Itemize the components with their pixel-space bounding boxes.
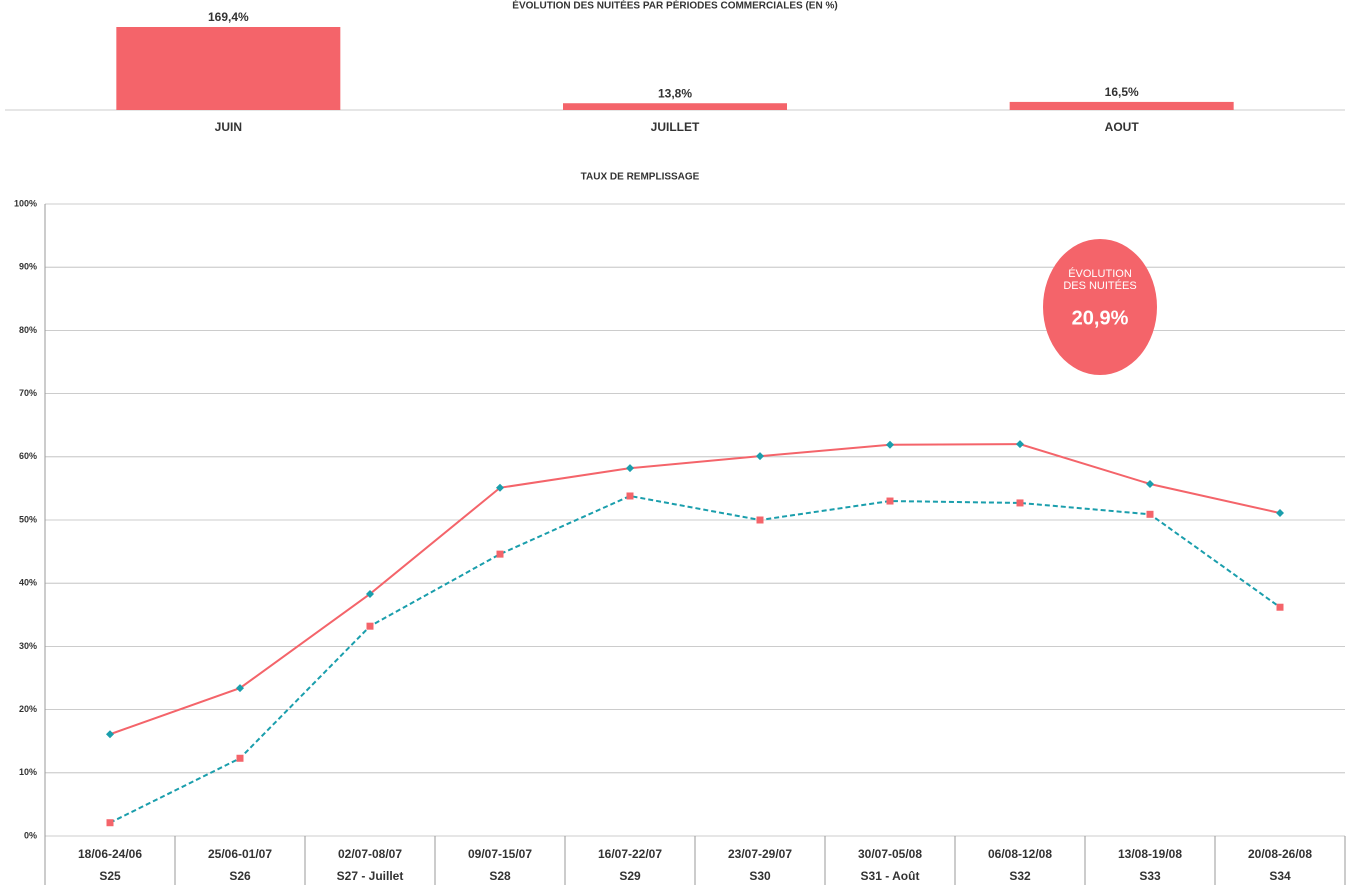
point [1016, 499, 1024, 507]
x-tick-label: JUILLET [651, 120, 700, 134]
annotation-value: 20,9% [1072, 307, 1129, 329]
chart-title: ÉVOLUTION DES NUITÉES PAR PÉRIODES COMME… [512, 0, 837, 12]
x-tick-label: 30/07-05/08 [858, 847, 922, 861]
x-tick-label: 18/06-24/06 [78, 847, 142, 861]
x-tick-label: 06/08-12/08 [988, 847, 1052, 861]
value-label: 13,8% [658, 86, 692, 100]
point [496, 483, 504, 492]
point [236, 684, 244, 693]
x-tick-sublabel: S25 [99, 869, 121, 883]
x-tick-sublabel: S32 [1009, 869, 1031, 883]
x-tick-sublabel: S28 [489, 869, 511, 883]
point [1276, 603, 1284, 611]
point [626, 492, 634, 500]
point [106, 730, 114, 739]
bar [1009, 101, 1234, 110]
x-tick-label: 13/08-19/08 [1118, 847, 1182, 861]
annotation-text: DES NUITÉES [1063, 279, 1136, 292]
y-tick-label: 60% [19, 451, 37, 461]
point [756, 452, 764, 461]
y-tick-label: 50% [19, 514, 37, 524]
annotation-text: ÉVOLUTION [1068, 267, 1132, 280]
value-label: 16,5% [1105, 85, 1139, 99]
x-tick-label: 25/06-01/07 [208, 847, 272, 861]
x-tick-sublabel: S31 - Août [861, 869, 920, 883]
point [1146, 479, 1154, 488]
x-tick-label: 16/07-22/07 [598, 847, 662, 861]
x-tick-sublabel: S27 - Juillet [337, 869, 404, 883]
x-tick-label: 09/07-15/07 [468, 847, 532, 861]
point [1016, 440, 1024, 449]
x-tick-label: 20/08-26/08 [1248, 847, 1312, 861]
series-line [109, 494, 1281, 824]
x-tick-sublabel: S30 [749, 869, 771, 883]
point [236, 754, 244, 762]
y-tick-label: 90% [19, 262, 37, 272]
point [1146, 510, 1154, 518]
y-tick-label: 40% [19, 578, 37, 588]
x-tick-label: AOUT [1105, 120, 1140, 134]
y-tick-label: 20% [19, 704, 37, 714]
series-line [109, 443, 1281, 736]
y-tick-label: 10% [19, 767, 37, 777]
y-tick-label: 80% [19, 325, 37, 335]
value-label: 169,4% [208, 10, 249, 24]
x-tick-label: JUIN [215, 120, 242, 134]
bar [116, 27, 341, 110]
x-tick-sublabel: S29 [619, 869, 641, 883]
point [366, 622, 374, 630]
y-tick-label: 30% [19, 641, 37, 651]
x-tick-sublabel: S26 [229, 869, 251, 883]
point [626, 464, 634, 473]
y-tick-label: 0% [24, 830, 37, 840]
chart-title: TAUX DE REMPLISSAGE [581, 172, 700, 183]
x-tick-label: 02/07-08/07 [338, 847, 402, 861]
y-tick-label: 100% [14, 198, 37, 208]
point [106, 819, 114, 827]
annotation-bubble [1043, 239, 1157, 375]
x-tick-sublabel: S33 [1139, 869, 1161, 883]
point [886, 497, 894, 505]
point [886, 440, 894, 449]
y-tick-label: 70% [19, 388, 37, 398]
x-tick-label: 23/07-29/07 [728, 847, 792, 861]
point [756, 516, 764, 524]
point [496, 550, 504, 558]
bar [563, 103, 787, 110]
x-tick-sublabel: S34 [1269, 869, 1291, 883]
point [366, 589, 374, 598]
point [1276, 509, 1284, 518]
